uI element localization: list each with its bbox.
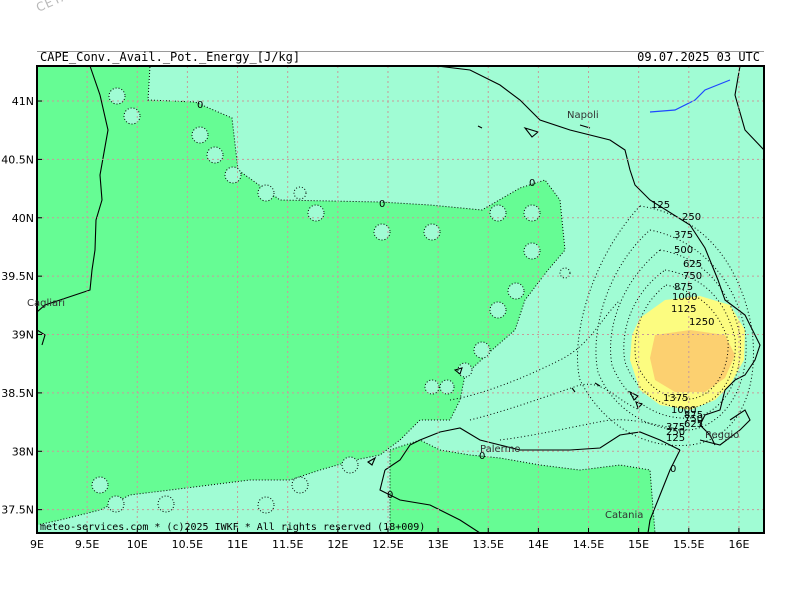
- cape-1250-area: [650, 330, 735, 392]
- x-tick-label: 9.5E: [75, 538, 99, 551]
- credit-text: meteo-services.com * (c)2025 IWKF * All …: [40, 522, 425, 533]
- x-tick-label: 15.5E: [673, 538, 704, 551]
- graticule: [37, 66, 764, 533]
- contour-label: 500: [674, 245, 693, 256]
- contour-label: 0: [479, 451, 485, 462]
- y-tick-label: 41N: [12, 95, 34, 108]
- x-tick-label: 11E: [227, 538, 248, 551]
- y-tick-label: 40N: [12, 212, 34, 225]
- city-label-napoli: Napoli: [567, 110, 599, 121]
- x-tick-label: 10.5E: [172, 538, 203, 551]
- contour-label: 125: [651, 200, 670, 211]
- contour-label: 1250: [689, 317, 714, 328]
- y-tick-label: 40.5N: [1, 153, 34, 166]
- map-frame: [36, 65, 765, 534]
- y-tick-label: 38.5N: [1, 387, 34, 400]
- city-label-palermo: Palermo: [480, 444, 520, 455]
- contour-label: 375: [666, 422, 685, 433]
- contour-label: 0: [379, 199, 385, 210]
- contour-label: 750: [683, 271, 702, 282]
- city-label-catania: Catania: [605, 510, 643, 521]
- contour-label: 250: [666, 427, 685, 438]
- map-title: CAPE_Conv._Avail._Pot._Energy_[J/kg]: [40, 50, 301, 64]
- contour-label: 1000: [672, 292, 697, 303]
- contour-label: 0: [197, 100, 203, 111]
- contour-label: 1125: [671, 304, 696, 315]
- x-tick-label: 11.5E: [272, 538, 303, 551]
- contour-label: 625: [683, 259, 702, 270]
- x-tick-label: 13.5E: [473, 538, 504, 551]
- x-tick-labels: 9E 9.5E 10E 10.5E 11E 11.5E 12E 12.5E 13E 13.5E 14…: [30, 528, 749, 551]
- x-tick-label: 15E: [628, 538, 649, 551]
- city-label-cagliari: Cagliari: [27, 298, 65, 309]
- contour-label: 875: [684, 410, 703, 421]
- x-tick-label: 9E: [30, 538, 44, 551]
- contour-label: 1375: [663, 393, 688, 404]
- contour-label: 875: [674, 282, 693, 293]
- x-tick-label: 10E: [127, 538, 148, 551]
- contour-label: 750: [684, 414, 703, 425]
- x-tick-label: 14.5E: [573, 538, 604, 551]
- contour-label: 0: [387, 490, 393, 501]
- contour-label: 1000: [671, 405, 696, 416]
- contour-label: 0: [529, 178, 535, 189]
- y-tick-label: 38N: [12, 445, 34, 458]
- x-tick-label: 14E: [528, 538, 549, 551]
- y-tick-labels: 41N 40.5N 40N 39.5N 39N 38.5N 38N 37.5N: [1, 95, 42, 517]
- y-tick-label: 39N: [12, 329, 34, 342]
- coastlines: [37, 66, 764, 533]
- cape-contours: [449, 205, 754, 447]
- contour-label: 0: [670, 464, 676, 475]
- cape-cells: [91, 87, 622, 514]
- city-label-reggio: Reggio: [705, 430, 739, 441]
- header-rule: [37, 51, 764, 65]
- y-tick-label: 39.5N: [1, 270, 34, 283]
- x-tick-label: 12.5E: [372, 538, 403, 551]
- contour-label: 375: [674, 230, 693, 241]
- x-tick-label: 16E: [728, 538, 749, 551]
- contour-label: 625: [684, 419, 703, 430]
- x-tick-label: 12E: [327, 538, 348, 551]
- map-datetime: 09.07.2025 03 UTC: [637, 50, 760, 64]
- x-tick-label: 13E: [428, 538, 449, 551]
- contour-label: 125: [666, 433, 685, 444]
- contour-label: 250: [682, 212, 701, 223]
- y-tick-label: 37.5N: [1, 504, 34, 517]
- river-line: [649, 79, 731, 113]
